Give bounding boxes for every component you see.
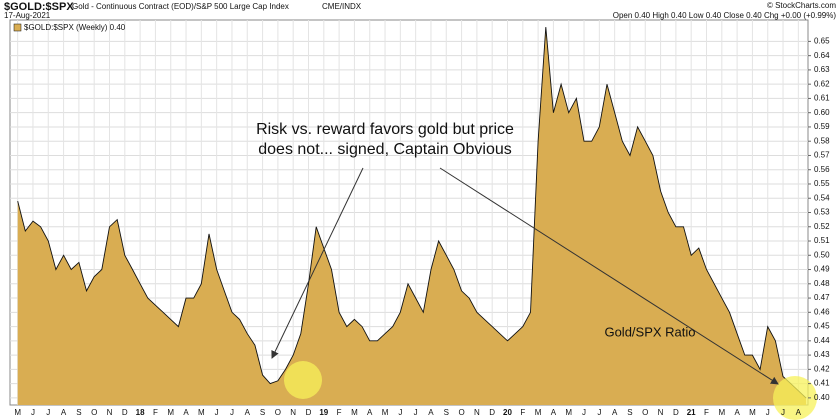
x-tick-label: 20 [503, 408, 512, 417]
date: 17-Aug-2021 [4, 11, 51, 20]
legend-swatch [13, 23, 22, 32]
y-tick-label: 0.55 [814, 179, 830, 188]
y-tick-label: 0.40 [814, 393, 830, 402]
x-tick-label: A [367, 408, 373, 417]
y-tick-label: 0.51 [814, 236, 830, 245]
y-tick-label: 0.59 [814, 122, 830, 131]
x-tick-label: J [215, 408, 219, 417]
arrow [439, 167, 779, 385]
x-tick-label: F [704, 408, 709, 417]
x-tick-label: A [61, 408, 67, 417]
y-tick-label: 0.41 [814, 379, 830, 388]
x-tick-label: D [306, 408, 312, 417]
y-tick-label: 0.49 [814, 265, 830, 274]
x-tick-label: M [198, 408, 205, 417]
x-tick-label: M [749, 408, 756, 417]
y-tick-label: 0.47 [814, 293, 830, 302]
highlight-circle [773, 376, 817, 420]
x-tick-label: N [474, 408, 480, 417]
x-tick-label: A [428, 408, 434, 417]
area [17, 27, 806, 405]
x-tick-label: J [597, 408, 601, 417]
x-tick-label: M [565, 408, 572, 417]
x-tick-label: S [444, 408, 449, 417]
y-tick-label: 0.61 [814, 94, 830, 103]
x-tick-label: O [275, 408, 281, 417]
x-tick-label: J [766, 408, 770, 417]
x-tick-label: M [718, 408, 725, 417]
y-tick-label: 0.63 [814, 65, 830, 74]
credit: © StockCharts.com [767, 1, 836, 10]
x-tick-label: J [230, 408, 234, 417]
x-tick-label: A [245, 408, 251, 417]
x-tick-label: M [351, 408, 358, 417]
x-tick-label: M [167, 408, 174, 417]
x-tick-label: J [398, 408, 402, 417]
y-tick-label: 0.44 [814, 336, 830, 345]
x-tick-label: 21 [687, 408, 696, 417]
x-tick-label: J [781, 408, 785, 417]
x-tick-label: M [382, 408, 389, 417]
x-tick-label: 18 [136, 408, 145, 417]
annotation: does not... signed, Captain Obvious [258, 141, 512, 158]
x-tick-label: A [183, 408, 189, 417]
x-tick-label: F [337, 408, 342, 417]
x-tick-label: S [76, 408, 81, 417]
annotation: Risk vs. reward favors gold but price [256, 121, 514, 138]
exchange: CME/INDX [322, 2, 362, 11]
y-tick-label: 0.60 [814, 108, 830, 117]
highlight-circle [284, 361, 322, 399]
line [17, 27, 807, 399]
quote: Open 0.40 High 0.40 Low 0.40 Close 0.40 … [613, 11, 837, 20]
y-tick-label: 0.50 [814, 250, 830, 259]
x-tick-label: M [14, 408, 21, 417]
x-tick-label: A [796, 408, 802, 417]
x-tick-label: S [260, 408, 265, 417]
x-tick-label: A [612, 408, 618, 417]
x-tick-label: J [31, 408, 35, 417]
y-tick-label: 0.46 [814, 307, 830, 316]
y-tick-label: 0.52 [814, 222, 830, 231]
y-tick-label: 0.58 [814, 136, 830, 145]
y-tick-label: 0.62 [814, 79, 830, 88]
y-tick-label: 0.42 [814, 364, 830, 373]
y-tick-label: 0.56 [814, 165, 830, 174]
chart-title: $GOLD:$SPX [4, 1, 74, 13]
x-tick-label: O [642, 408, 648, 417]
x-tick-label: J [414, 408, 418, 417]
y-tick-label: 0.53 [814, 208, 830, 217]
x-tick-label: O [91, 408, 97, 417]
x-tick-label: M [535, 408, 542, 417]
x-tick-label: S [627, 408, 632, 417]
x-tick-label: D [122, 408, 128, 417]
y-tick-label: 0.43 [814, 350, 830, 359]
x-tick-label: J [46, 408, 50, 417]
y-tick-label: 0.65 [814, 36, 830, 45]
x-tick-label: F [153, 408, 158, 417]
x-tick-label: N [290, 408, 296, 417]
legend-label: $GOLD:$SPX (Weekly) 0.40 [24, 23, 126, 32]
y-tick-label: 0.54 [814, 193, 830, 202]
x-tick-label: N [658, 408, 664, 417]
x-tick-label: F [520, 408, 525, 417]
x-tick-label: A [734, 408, 740, 417]
x-tick-label: N [107, 408, 113, 417]
x-tick-label: O [458, 408, 464, 417]
y-tick-label: 0.45 [814, 322, 830, 331]
x-tick-label: 19 [319, 408, 328, 417]
x-tick-label: A [551, 408, 557, 417]
y-tick-label: 0.48 [814, 279, 830, 288]
x-tick-label: D [673, 408, 679, 417]
x-tick-label: D [489, 408, 495, 417]
chart-subtitle: Gold - Continuous Contract (EOD)/S&P 500… [72, 2, 289, 11]
y-tick-label: 0.57 [814, 151, 830, 160]
x-tick-label: J [582, 408, 586, 417]
y-tick-label: 0.64 [814, 51, 830, 60]
arrow [271, 167, 364, 359]
series-label: Gold/SPX Ratio [604, 324, 695, 339]
